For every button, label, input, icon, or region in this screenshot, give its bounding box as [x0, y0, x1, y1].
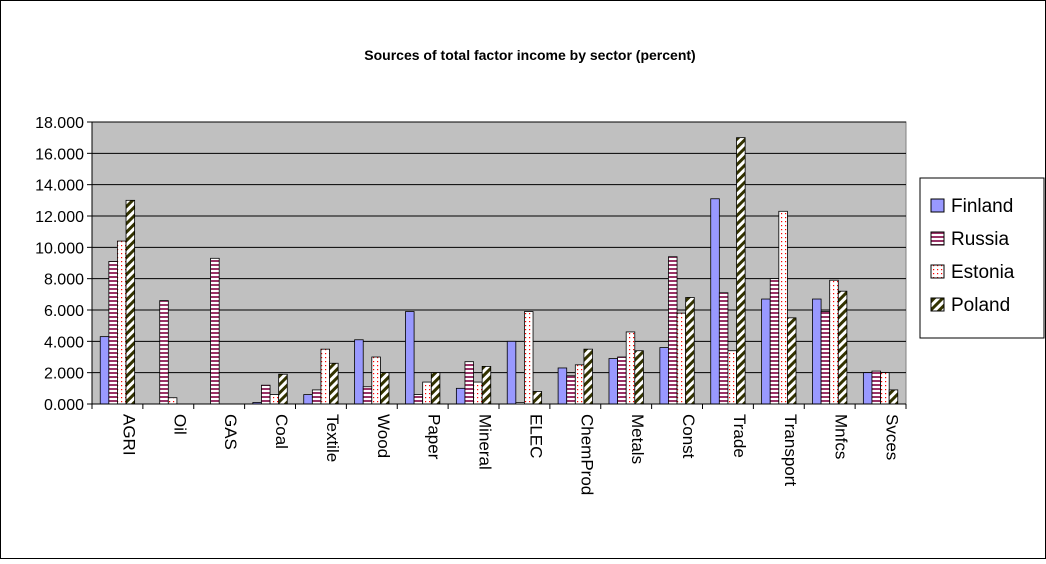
bar-finland-transport — [761, 298, 771, 405]
bar-estonia-paper — [422, 381, 432, 405]
x-tick-label: Mineral — [476, 414, 495, 470]
bar-estonia-metals — [625, 331, 636, 405]
bar-russia-oil — [159, 300, 169, 405]
bar-finland-mineral — [455, 387, 466, 405]
x-tick-label: ELEC — [526, 414, 545, 458]
bar-poland-wood — [380, 372, 390, 405]
y-tick-label: 16.000 — [35, 146, 84, 163]
bar-estonia-svces — [880, 372, 890, 405]
chart-title: Sources of total factor income by sector… — [364, 47, 695, 63]
bar-russia-textile — [311, 389, 322, 405]
legend-swatch-poland — [930, 297, 945, 312]
legend-swatch-estonia — [930, 264, 945, 279]
bar-russia-agri — [108, 261, 118, 405]
bar-russia-trade — [718, 292, 729, 405]
bar-russia-wood — [362, 386, 373, 405]
bar-finland-chemprod — [557, 367, 568, 405]
y-tick-label: 2.000 — [44, 366, 84, 383]
bar-russia-chemprod — [566, 375, 576, 405]
bar-estonia-coal — [269, 394, 280, 405]
bar-russia-gas — [210, 257, 220, 405]
bar-finland-metals — [608, 358, 618, 405]
bar-poland-paper — [430, 372, 441, 405]
bar-finland-textile — [303, 394, 313, 405]
y-tick-label: 8.000 — [44, 272, 84, 289]
bar-poland-mineral — [481, 365, 492, 405]
y-tick-label: 6.000 — [44, 303, 84, 320]
x-tick-label: Const — [679, 414, 698, 459]
x-tick-label: Trade — [730, 414, 749, 458]
bar-poland-trade — [736, 137, 746, 405]
x-tick-label: Svces — [883, 414, 902, 460]
legend: Finland Russia Estonia Poland — [919, 177, 1045, 339]
x-axis-ticks: AGRI Oil GAS Coal Textile Wood Paper Mineral ELE… — [91, 404, 907, 495]
legend-label-russia: Russia — [951, 229, 1010, 250]
bar-estonia-mnfcs — [829, 279, 839, 405]
x-tick-label: Textile — [323, 414, 342, 462]
bar-estonia-elec — [524, 311, 534, 405]
bar-russia-coal — [261, 384, 271, 405]
bar-estonia-oil — [167, 397, 178, 405]
legend-swatch-russia — [930, 231, 945, 246]
bar-poland-metals — [634, 350, 644, 405]
x-tick-label: Metals — [628, 414, 647, 464]
bar-russia-const — [668, 256, 678, 405]
bar-estonia-trade — [727, 350, 737, 405]
bar-finland-mnfcs — [812, 298, 822, 405]
x-tick-label: GAS — [221, 414, 240, 450]
bar-poland-mnfcs — [837, 290, 848, 405]
bar-poland-elec — [532, 391, 543, 405]
bar-poland-const — [685, 297, 695, 405]
y-tick-label: 14.000 — [35, 178, 84, 195]
x-tick-label: Transport — [781, 414, 800, 486]
bar-russia-paper — [413, 394, 424, 405]
bar-estonia-textile — [320, 348, 330, 405]
x-tick-label: ChemProd — [577, 414, 596, 495]
bar-estonia-transport — [778, 210, 788, 405]
x-tick-label: AGRI — [119, 414, 138, 456]
bar-russia-svces — [871, 370, 881, 405]
x-tick-label: Oil — [170, 414, 189, 435]
legend-label-estonia: Estonia — [951, 262, 1015, 283]
x-tick-label: Paper — [425, 414, 444, 460]
legend-label-finland: Finland — [951, 196, 1013, 217]
bar-poland-svces — [888, 389, 899, 405]
bar-finland-paper — [405, 311, 415, 405]
bar-estonia-mineral — [473, 381, 483, 405]
bar-finland-agri — [99, 336, 110, 405]
y-tick-label: 4.000 — [44, 334, 84, 351]
x-tick-label: Mnfcs — [832, 414, 851, 459]
bar-estonia-wood — [371, 356, 381, 405]
y-axis-ticks: 0.000 2.000 4.000 6.000 8.000 10.000 12.000 14.… — [35, 115, 92, 414]
bar-finland-svces — [862, 372, 873, 405]
bar-russia-transport — [769, 278, 780, 405]
bar-poland-agri — [125, 199, 136, 405]
bar-estonia-chemprod — [574, 364, 585, 405]
bar-poland-chemprod — [583, 348, 593, 405]
bar-finland-const — [659, 347, 669, 405]
y-tick-label: 18.000 — [35, 115, 84, 132]
y-tick-label: 0.000 — [44, 397, 84, 414]
bar-poland-transport — [787, 317, 797, 405]
bar-russia-mineral — [464, 361, 474, 405]
bar-poland-textile — [329, 362, 339, 405]
bar-finland-wood — [354, 339, 364, 405]
bar-russia-metals — [617, 356, 627, 405]
bar-finland-elec — [506, 340, 517, 405]
y-tick-label: 10.000 — [35, 240, 84, 257]
x-tick-label: Coal — [272, 414, 291, 449]
x-tick-label: Wood — [374, 414, 393, 458]
bars-group — [99, 137, 899, 405]
y-tick-label: 12.000 — [35, 209, 84, 226]
bar-finland-trade — [710, 198, 720, 405]
bar-estonia-const — [676, 312, 687, 405]
legend-swatch-finland — [930, 198, 945, 213]
bar-russia-mnfcs — [820, 311, 831, 405]
bar-poland-coal — [278, 373, 288, 405]
legend-label-poland: Poland — [951, 295, 1010, 316]
bar-estonia-agri — [117, 240, 127, 405]
